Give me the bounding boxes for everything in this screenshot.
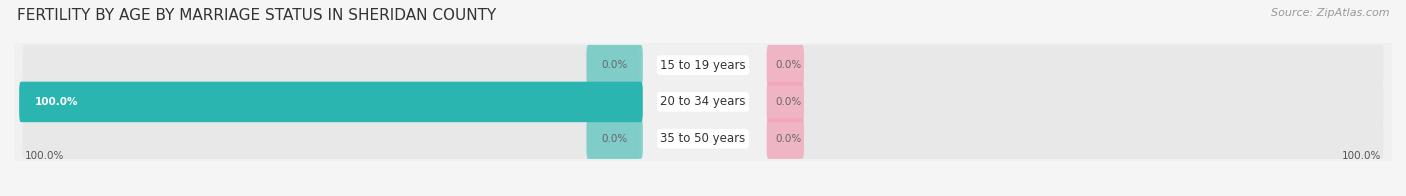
Text: 100.0%: 100.0% — [24, 151, 63, 161]
Text: 0.0%: 0.0% — [600, 60, 627, 70]
FancyBboxPatch shape — [766, 45, 1384, 85]
Text: 20 to 34 years: 20 to 34 years — [661, 95, 745, 108]
FancyBboxPatch shape — [766, 45, 804, 85]
FancyBboxPatch shape — [766, 82, 804, 122]
FancyBboxPatch shape — [22, 82, 640, 122]
Text: 0.0%: 0.0% — [600, 134, 627, 144]
FancyBboxPatch shape — [766, 82, 1384, 122]
Text: 15 to 19 years: 15 to 19 years — [661, 59, 745, 72]
FancyBboxPatch shape — [22, 118, 640, 159]
FancyBboxPatch shape — [0, 31, 1406, 196]
FancyBboxPatch shape — [22, 45, 640, 85]
Text: 0.0%: 0.0% — [775, 97, 801, 107]
Text: FERTILITY BY AGE BY MARRIAGE STATUS IN SHERIDAN COUNTY: FERTILITY BY AGE BY MARRIAGE STATUS IN S… — [17, 8, 496, 23]
FancyBboxPatch shape — [586, 45, 643, 85]
Text: 0.0%: 0.0% — [775, 60, 801, 70]
FancyBboxPatch shape — [20, 82, 643, 122]
Text: 100.0%: 100.0% — [1343, 151, 1382, 161]
FancyBboxPatch shape — [586, 118, 643, 159]
Text: Source: ZipAtlas.com: Source: ZipAtlas.com — [1271, 8, 1389, 18]
Text: 35 to 50 years: 35 to 50 years — [661, 132, 745, 145]
Text: 0.0%: 0.0% — [775, 134, 801, 144]
FancyBboxPatch shape — [766, 118, 804, 159]
Text: 100.0%: 100.0% — [35, 97, 79, 107]
FancyBboxPatch shape — [0, 0, 1406, 173]
FancyBboxPatch shape — [766, 118, 1384, 159]
